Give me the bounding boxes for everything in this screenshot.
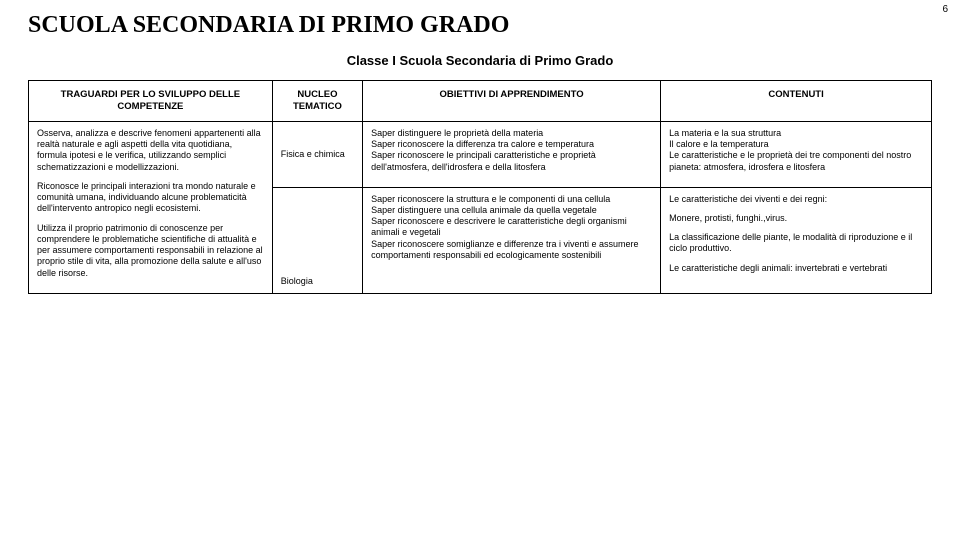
header-competenze: TRAGUARDI PER LO SVILUPPO DELLE COMPETEN… <box>29 81 273 122</box>
header-contenuti: CONTENUTI <box>661 81 932 122</box>
cell-nucleo-fisica: Fisica e chimica <box>272 121 362 187</box>
obj-line: Saper distinguere le proprietà della mat… <box>371 128 652 139</box>
cell-competenze: Osserva, analizza e descrive fenomeni ap… <box>29 121 273 293</box>
page-subtitle: Classe I Scuola Secondaria di Primo Grad… <box>28 53 932 68</box>
obj-line: Saper riconoscere la differenza tra calo… <box>371 139 652 150</box>
page-title: SCUOLA SECONDARIA DI PRIMO GRADO <box>28 12 932 39</box>
table-header-row: TRAGUARDI PER LO SVILUPPO DELLE COMPETEN… <box>29 81 932 122</box>
competenze-para-3: Utilizza il proprio patrimonio di conosc… <box>37 223 264 279</box>
cell-obiettivi-fisica: Saper distinguere le proprietà della mat… <box>363 121 661 187</box>
cont-line: Le caratteristiche degli animali: invert… <box>669 263 923 274</box>
cont-line: Monere, protisti, funghi.,virus. <box>669 213 923 224</box>
obj-line: Saper riconoscere la struttura e le comp… <box>371 194 652 205</box>
competenze-para-1: Osserva, analizza e descrive fenomeni ap… <box>37 128 264 173</box>
cell-nucleo-biologia: Biologia <box>272 187 362 293</box>
header-nucleo: NUCLEO TEMATICO <box>272 81 362 122</box>
cell-obiettivi-biologia: Saper riconoscere la struttura e le comp… <box>363 187 661 293</box>
page-number: 6 <box>942 4 948 15</box>
obj-line: Saper distinguere una cellula animale da… <box>371 205 652 216</box>
cont-line: Le caratteristiche dei viventi e dei reg… <box>669 194 923 205</box>
cont-line: La classificazione delle piante, le moda… <box>669 232 923 255</box>
cell-contenuti-fisica: La materia e la sua struttura Il calore … <box>661 121 932 187</box>
table-row: Osserva, analizza e descrive fenomeni ap… <box>29 121 932 187</box>
cont-line: Le caratteristiche e le proprietà dei tr… <box>669 150 923 173</box>
cell-contenuti-biologia: Le caratteristiche dei viventi e dei reg… <box>661 187 932 293</box>
header-obiettivi: OBIETTIVI DI APPRENDIMENTO <box>363 81 661 122</box>
obj-line: Saper riconoscere le principali caratter… <box>371 150 652 173</box>
cont-line: Il calore e la temperatura <box>669 139 923 150</box>
obj-line: Saper riconoscere e descrivere le caratt… <box>371 216 652 239</box>
curriculum-table: TRAGUARDI PER LO SVILUPPO DELLE COMPETEN… <box>28 80 932 294</box>
cont-line: La materia e la sua struttura <box>669 128 923 139</box>
obj-line: Saper riconoscere somiglianze e differen… <box>371 239 652 262</box>
competenze-para-2: Riconosce le principali interazioni tra … <box>37 181 264 215</box>
